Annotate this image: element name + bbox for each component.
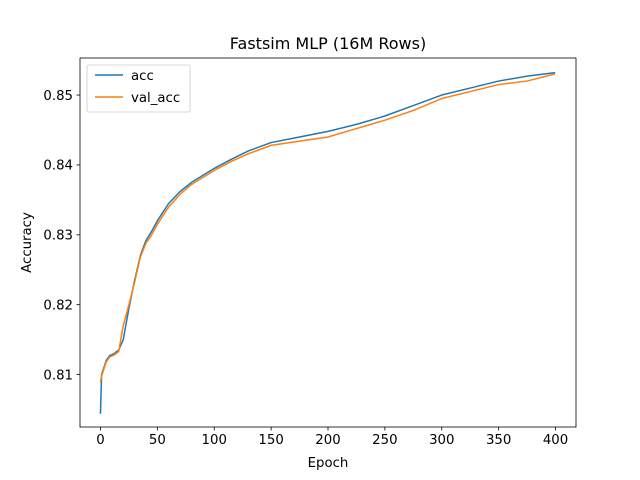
legend-label-acc: acc [131,69,154,84]
x-axis-ticks: 0 50 100 150 200 250 300 350 400 [96,427,568,448]
plot-area [80,58,576,427]
y-axis-ticks: 0.81 0.82 0.83 0.84 0.85 [43,89,80,383]
y-tick-label: 0.83 [43,229,73,244]
x-tick-label: 300 [429,433,454,448]
x-axis-label: Epoch [308,456,349,471]
y-tick-label: 0.82 [43,298,73,313]
y-axis-label: Accuracy [20,212,35,273]
x-tick-label: 100 [202,433,227,448]
x-tick-label: 50 [149,433,166,448]
y-tick-label: 0.85 [43,89,73,104]
legend-frame [86,64,191,113]
legend-label-val-acc: val_acc [131,91,180,106]
x-tick-label: 200 [315,433,340,448]
chart-title: Fastsim MLP (16M Rows) [230,34,426,53]
series-line-acc [99,71,556,414]
x-tick-label: 400 [543,433,568,448]
y-tick-label: 0.81 [43,368,73,383]
y-tick-label: 0.84 [43,159,73,174]
series-layer [99,71,556,414]
x-tick-label: 150 [258,433,283,448]
x-tick-label: 350 [486,433,511,448]
x-tick-label: 0 [96,433,104,448]
x-tick-label: 250 [372,433,397,448]
legend: acc val_acc [86,64,191,113]
series-line-val-acc [99,73,556,383]
